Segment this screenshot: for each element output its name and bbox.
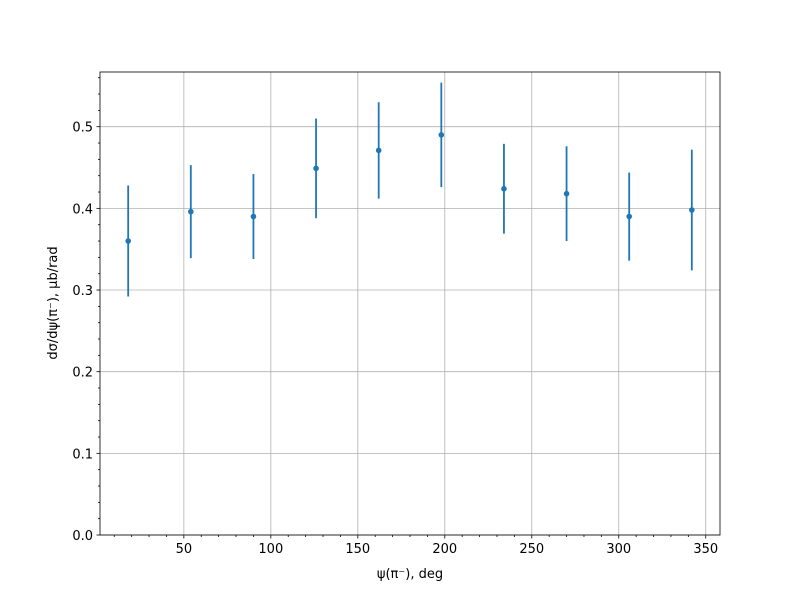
x-axis-label: ψ(π⁻), deg	[377, 567, 443, 582]
data-point	[375, 147, 382, 154]
data-point	[250, 213, 257, 220]
y-tick-label: 0.2	[72, 366, 93, 381]
y-tick-label: 0.1	[72, 447, 93, 462]
x-tick-label: 100	[258, 542, 283, 557]
data-point	[689, 207, 695, 213]
y-tick-label: 0.5	[72, 121, 93, 136]
data-point	[563, 190, 570, 197]
x-tick-label: 50	[176, 542, 193, 557]
x-tick-label: 300	[606, 542, 631, 557]
data-point	[125, 238, 131, 244]
data-point	[438, 132, 445, 138]
x-tick-label: 200	[432, 542, 457, 557]
data-point	[626, 213, 632, 220]
y-axis-label: dσ/dψ(π⁻), μb/rad	[46, 246, 61, 359]
data-point	[313, 165, 319, 172]
y-tick-label: 0.4	[72, 202, 93, 217]
y-tick-label: 0.0	[72, 529, 93, 544]
data-point	[501, 185, 507, 192]
x-tick-label: 250	[519, 542, 544, 557]
y-tick-label: 0.3	[72, 284, 93, 299]
plot-frame	[99, 71, 721, 536]
x-tick-label: 350	[693, 542, 718, 557]
data-point	[188, 208, 194, 215]
x-tick-label: 150	[345, 542, 370, 557]
